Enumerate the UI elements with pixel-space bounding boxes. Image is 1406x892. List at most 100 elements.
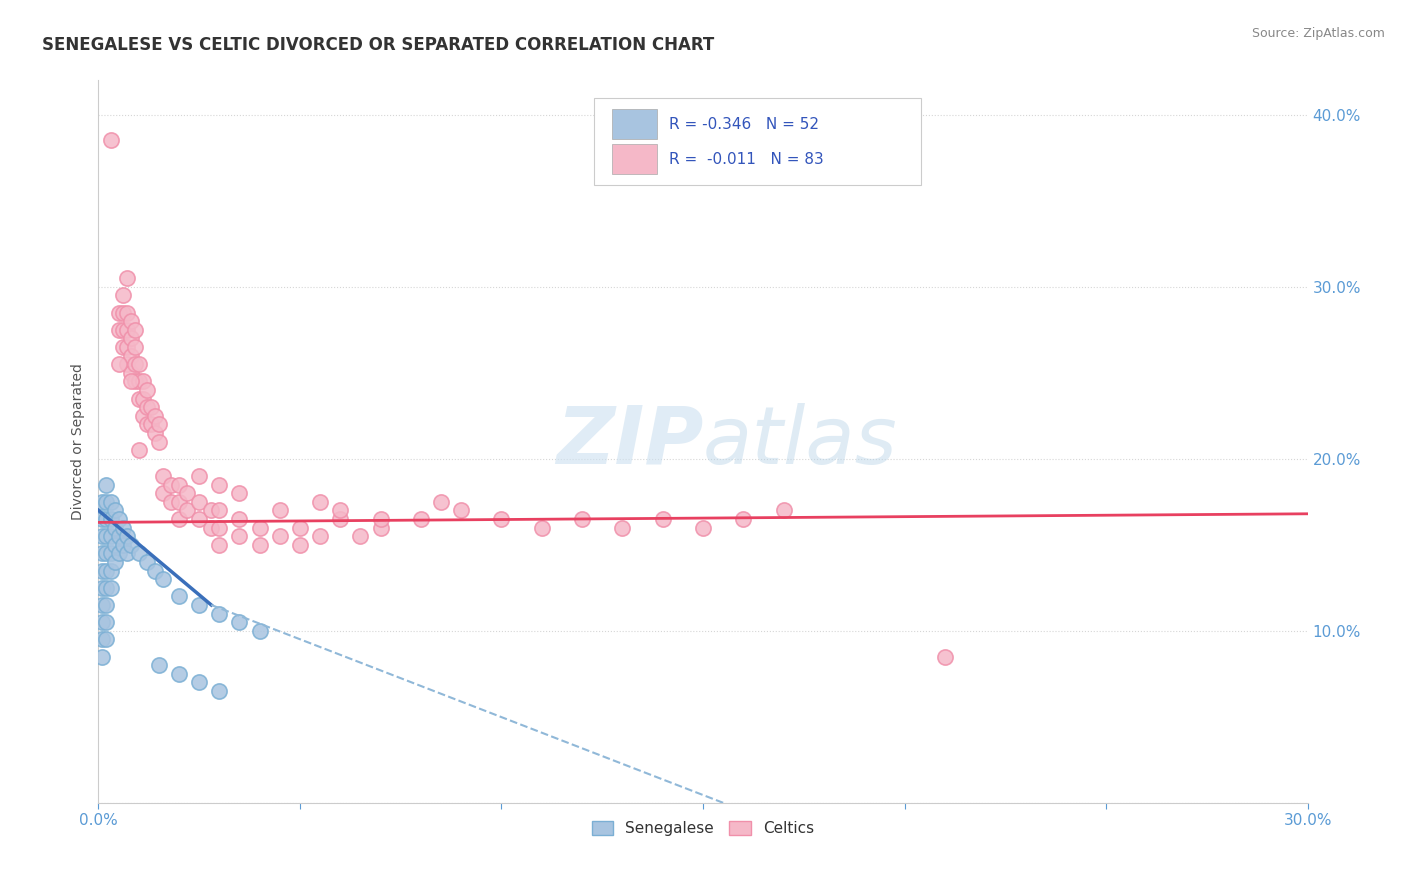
Point [96,494,118,508]
Point [530,520,553,534]
Point [124,375,146,389]
Point [139,417,162,432]
Point [167,477,190,491]
Point [91,494,114,508]
Point [152,486,174,500]
Point [228,486,250,500]
Point [934,649,956,664]
Text: atlas: atlas [703,402,898,481]
Point [111,288,134,302]
Point [111,538,134,552]
Point [491,512,513,526]
Point [135,417,157,432]
Point [128,392,150,406]
Point [733,512,755,526]
Point [115,305,138,319]
Point [152,469,174,483]
Point [208,538,231,552]
Point [228,529,250,543]
Point [135,383,157,397]
Text: R = -0.346   N = 52: R = -0.346 N = 52 [669,117,820,132]
Point [208,503,231,517]
Point [111,340,134,354]
Text: SENEGALESE VS CELTIC DIVORCED OR SEPARATED CORRELATION CHART: SENEGALESE VS CELTIC DIVORCED OR SEPARAT… [42,36,714,54]
Point [115,340,138,354]
Point [91,529,114,543]
Point [91,598,114,612]
Point [96,581,118,595]
Point [329,503,352,517]
Point [96,615,118,630]
Point [103,555,125,569]
Point [309,494,332,508]
Point [176,486,198,500]
Text: R =  -0.011   N = 83: R = -0.011 N = 83 [669,152,824,167]
Point [349,529,371,543]
Point [111,520,134,534]
Point [128,443,150,458]
Point [167,590,190,604]
Y-axis label: Divorced or Separated: Divorced or Separated [70,363,84,520]
Point [612,520,634,534]
Point [115,271,138,285]
Point [208,477,231,491]
Point [124,340,146,354]
Point [269,529,291,543]
Point [430,494,453,508]
Point [124,323,146,337]
Point [188,598,211,612]
Point [288,538,311,552]
Point [152,572,174,586]
Point [148,658,170,673]
Point [370,512,392,526]
Point [208,607,231,621]
Point [135,400,157,414]
FancyBboxPatch shape [595,98,921,185]
Point [103,520,125,534]
Point [96,477,118,491]
Point [139,400,162,414]
Text: Source: ZipAtlas.com: Source: ZipAtlas.com [1251,27,1385,40]
Point [120,331,142,345]
Point [120,314,142,328]
Point [200,520,222,534]
Point [167,512,190,526]
Point [208,684,231,698]
Point [103,503,125,517]
Point [571,512,593,526]
Point [107,357,129,371]
Point [111,305,134,319]
Legend: Senegalese, Celtics: Senegalese, Celtics [586,814,820,842]
Point [100,546,122,560]
Point [128,546,150,560]
Point [115,529,138,543]
Point [188,494,211,508]
Point [100,581,122,595]
Point [107,546,129,560]
Point [96,546,118,560]
Point [100,564,122,578]
Point [96,512,118,526]
Point [115,323,138,337]
Point [200,503,222,517]
Point [143,564,166,578]
Point [103,538,125,552]
Point [120,349,142,363]
Point [329,512,352,526]
Point [107,305,129,319]
Point [132,392,155,406]
Point [188,675,211,690]
Point [143,425,166,440]
Point [409,512,432,526]
Point [96,632,118,647]
Point [249,538,271,552]
Point [100,512,122,526]
Point [96,598,118,612]
Point [208,520,231,534]
Point [148,434,170,449]
Point [120,366,142,380]
Point [100,494,122,508]
Point [91,512,114,526]
Point [107,529,129,543]
Point [132,375,155,389]
